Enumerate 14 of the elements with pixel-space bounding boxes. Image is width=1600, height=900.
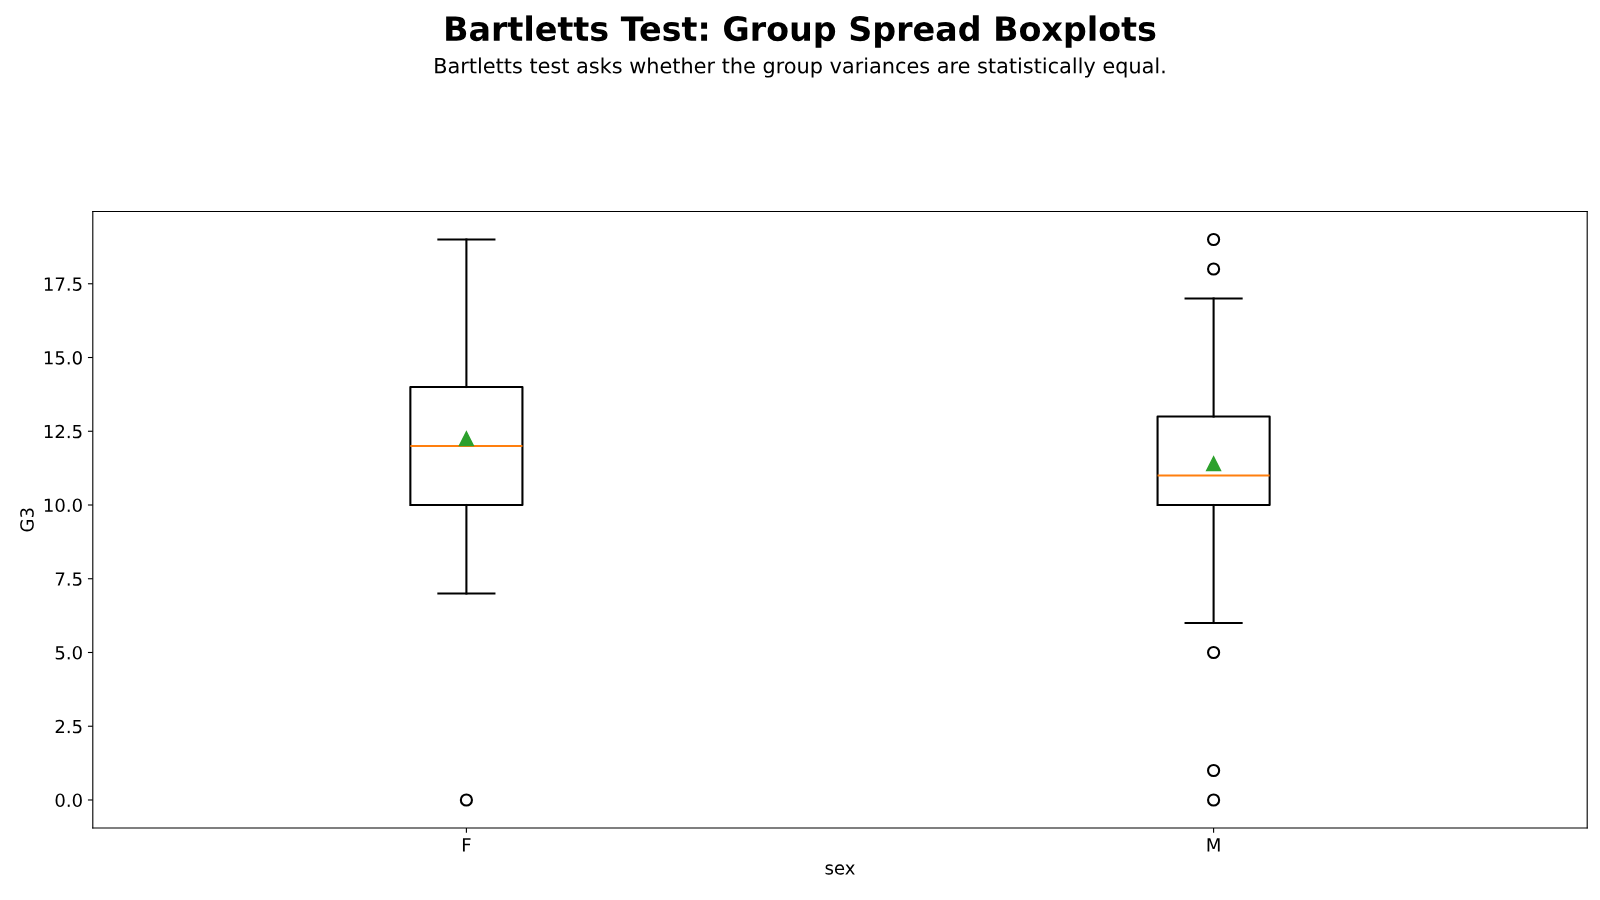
y-tick-label: 17.5: [44, 277, 82, 291]
y-tick-label: 7.5: [55, 572, 82, 586]
y-tick-label: 0.0: [55, 793, 82, 808]
y-tick-label: 15.0: [44, 350, 82, 365]
y-tick-label: 12.5: [44, 424, 82, 439]
chart-subtitle: Bartletts test asks whether the group variances are statistically equal.: [435, 57, 1165, 78]
x-tick-label: F: [462, 838, 471, 852]
chart-title: Bartletts Test: Group Spread Boxplots: [446, 15, 1156, 48]
x-tick-label: M: [1207, 838, 1220, 852]
x-axis-title: sex: [825, 864, 855, 875]
y-axis-title: G3: [20, 508, 34, 532]
y-tick-label: 2.5: [55, 719, 82, 734]
y-tick-label: 5.0: [55, 645, 82, 660]
y-tick-label: 10.0: [44, 498, 82, 513]
